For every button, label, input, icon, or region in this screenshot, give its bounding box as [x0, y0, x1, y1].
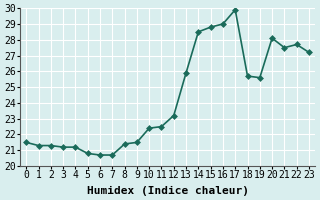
X-axis label: Humidex (Indice chaleur): Humidex (Indice chaleur) [87, 186, 249, 196]
